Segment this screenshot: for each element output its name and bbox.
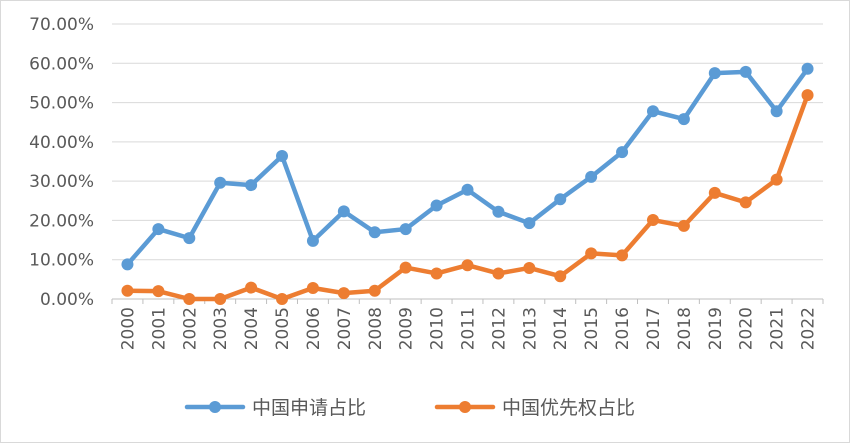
data-point-series-0 bbox=[214, 176, 227, 189]
data-point-series-0 bbox=[646, 105, 659, 118]
x-tick-label: 2011 bbox=[459, 307, 479, 350]
data-point-series-1 bbox=[430, 267, 443, 280]
y-tick-label: 50.00% bbox=[29, 94, 94, 114]
data-point-series-1 bbox=[523, 261, 536, 274]
data-point-series-1 bbox=[554, 270, 567, 283]
x-tick-label: 2009 bbox=[397, 307, 417, 350]
x-tick-label: 2021 bbox=[768, 307, 788, 350]
x-tick-label: 2013 bbox=[520, 307, 540, 350]
x-tick-label: 2003 bbox=[211, 307, 231, 350]
data-point-series-0 bbox=[616, 146, 629, 159]
series-points bbox=[121, 62, 814, 305]
legend-item: 中国申请占比 bbox=[184, 397, 366, 419]
x-tick-label: 2002 bbox=[180, 307, 200, 350]
data-point-series-0 bbox=[399, 223, 412, 236]
data-point-series-0 bbox=[337, 205, 350, 218]
y-axis-ticks: 0.00% 10.00% 20.00% 30.00% 40.00% 50.00% 60.00… bbox=[29, 15, 94, 310]
data-point-series-1 bbox=[739, 196, 752, 209]
data-point-series-1 bbox=[399, 261, 412, 274]
data-point-series-1 bbox=[801, 89, 814, 102]
data-point-series-0 bbox=[461, 183, 474, 196]
gridlines bbox=[112, 23, 823, 261]
data-point-series-1 bbox=[646, 214, 659, 227]
data-point-series-0 bbox=[121, 258, 134, 271]
x-tick-label: 2008 bbox=[366, 307, 386, 350]
data-point-series-1 bbox=[585, 247, 598, 260]
legend-label: 中国优先权占比 bbox=[502, 397, 635, 419]
data-point-series-0 bbox=[585, 170, 598, 183]
data-point-series-1 bbox=[492, 267, 505, 280]
data-point-series-0 bbox=[523, 217, 536, 230]
data-point-series-1 bbox=[337, 287, 350, 300]
y-tick-label: 10.00% bbox=[29, 251, 94, 271]
x-tick-label: 2007 bbox=[335, 307, 355, 350]
data-point-series-1 bbox=[276, 293, 289, 305]
data-point-series-1 bbox=[368, 284, 381, 297]
legend-label: 中国申请占比 bbox=[252, 397, 366, 419]
series-line-0 bbox=[125, 66, 810, 267]
x-tick-label: 2004 bbox=[242, 307, 262, 350]
data-point-series-1 bbox=[616, 249, 629, 262]
x-tick-label: 2019 bbox=[706, 307, 726, 350]
data-point-series-1 bbox=[152, 285, 165, 298]
data-point-series-0 bbox=[677, 113, 690, 126]
data-point-series-0 bbox=[183, 232, 196, 245]
legend-item: 中国优先权占比 bbox=[434, 397, 635, 419]
data-point-series-0 bbox=[245, 179, 258, 192]
y-tick-label: 40.00% bbox=[29, 133, 94, 153]
data-point-series-1 bbox=[677, 219, 690, 232]
x-tick-label: 2015 bbox=[582, 307, 602, 350]
x-tick-label: 2006 bbox=[304, 307, 324, 350]
data-point-series-0 bbox=[492, 205, 505, 218]
x-tick-label: 2005 bbox=[273, 307, 293, 350]
x-tick-label: 2000 bbox=[118, 307, 138, 350]
y-tick-label: 70.00% bbox=[29, 15, 94, 35]
data-point-series-1 bbox=[183, 293, 196, 305]
data-point-series-0 bbox=[276, 150, 289, 162]
data-point-series-0 bbox=[430, 199, 443, 212]
y-tick-label: 20.00% bbox=[29, 211, 94, 231]
y-tick-label: 60.00% bbox=[29, 54, 94, 74]
y-tick-label: 0.00% bbox=[40, 290, 94, 310]
x-axis-ticks: 2000 2001 2002 2003 2004 2005 2006 2007 2008 2009… bbox=[111, 298, 824, 350]
data-point-series-1 bbox=[121, 284, 134, 297]
data-point-series-1 bbox=[214, 293, 227, 305]
x-tick-label: 2018 bbox=[675, 307, 695, 350]
data-point-series-1 bbox=[245, 281, 258, 294]
x-tick-label: 2020 bbox=[737, 307, 757, 350]
data-point-series-1 bbox=[770, 173, 783, 186]
legend-marker bbox=[459, 401, 471, 413]
data-point-series-1 bbox=[306, 282, 319, 294]
legend: 中国申请占比 中国优先权占比 bbox=[184, 397, 635, 419]
x-tick-label: 2022 bbox=[799, 307, 819, 350]
legend-marker bbox=[209, 401, 221, 413]
y-tick-label: 30.00% bbox=[29, 172, 94, 192]
data-point-series-0 bbox=[368, 226, 381, 239]
data-point-series-0 bbox=[708, 67, 721, 80]
x-tick-label: 2010 bbox=[428, 307, 448, 350]
data-point-series-1 bbox=[461, 259, 474, 272]
data-point-series-0 bbox=[739, 65, 752, 78]
data-point-series-0 bbox=[801, 62, 814, 75]
x-tick-label: 2014 bbox=[551, 307, 571, 350]
data-point-series-1 bbox=[708, 186, 721, 199]
data-point-series-0 bbox=[554, 193, 567, 206]
data-point-series-0 bbox=[152, 223, 165, 236]
x-tick-label: 2001 bbox=[149, 307, 169, 350]
x-tick-label: 2016 bbox=[613, 307, 633, 350]
data-point-series-0 bbox=[770, 105, 783, 118]
data-point-series-0 bbox=[306, 234, 319, 247]
x-tick-label: 2017 bbox=[644, 307, 664, 350]
x-tick-label: 2012 bbox=[489, 307, 509, 350]
